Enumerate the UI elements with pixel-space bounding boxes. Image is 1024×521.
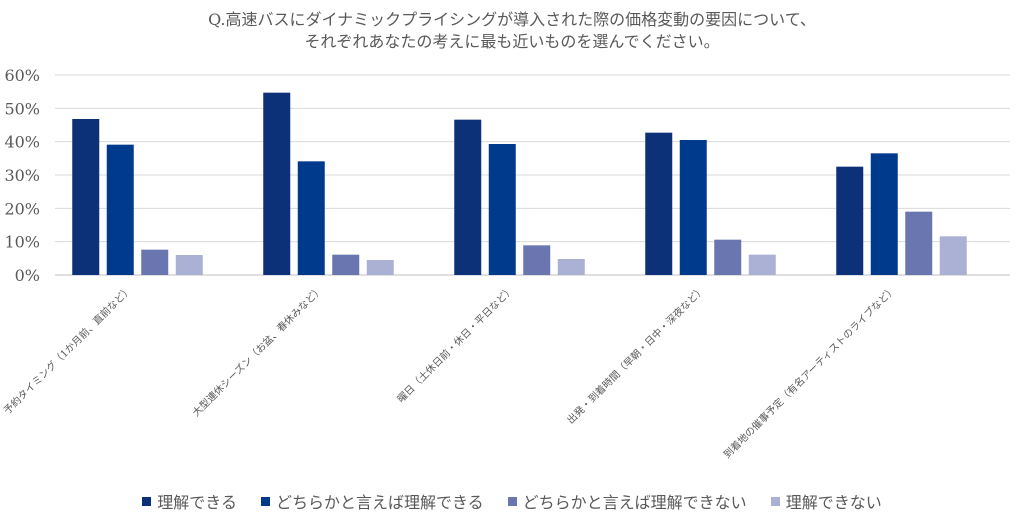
legend-item: 理解できる — [142, 489, 237, 513]
chart-title: Q.高速バスにダイナミックプライシングが導入された際の価格変動の要因について、 … — [0, 9, 1024, 53]
bar — [557, 259, 585, 275]
y-tick-label: 20% — [4, 199, 40, 218]
bar — [366, 260, 394, 275]
bar — [870, 153, 898, 275]
x-tick-label: 予約タイミング（1か月前、直前など） — [1, 283, 135, 417]
chart-title-line-2: それぞれあなたの考えに最も近いものを選んでください。 — [304, 32, 720, 51]
bar — [714, 239, 742, 275]
y-tick-label: 50% — [4, 99, 40, 118]
bar — [106, 144, 134, 275]
legend-label: 理解できない — [785, 493, 882, 512]
x-tick-label: 出発・到着時間（早朝・日中・深夜など） — [564, 283, 708, 427]
legend-swatch — [142, 496, 152, 506]
bar — [523, 245, 551, 275]
legend-item: どちらかと言えば理解できる — [260, 489, 484, 513]
y-tick-label: 0% — [15, 266, 40, 285]
y-tick-label: 40% — [4, 133, 40, 152]
bar — [645, 132, 673, 275]
bar — [454, 119, 482, 276]
bar — [679, 140, 707, 275]
legend-swatch — [770, 496, 780, 506]
bar — [488, 144, 516, 275]
chart-title-line-1: Q.高速バスにダイナミックプライシングが導入された際の価格変動の要因について、 — [208, 10, 816, 29]
bar — [905, 211, 933, 275]
bar — [263, 92, 291, 276]
legend-item: 理解できない — [770, 489, 882, 513]
x-tick-label: 到着地の催事予定（有名アーティストのライブなど） — [721, 283, 899, 461]
legend-label: どちらかと言えば理解できない — [522, 493, 747, 512]
y-tick-label: 30% — [4, 166, 40, 185]
legend-swatch — [260, 496, 270, 506]
bar — [297, 161, 325, 275]
y-tick-label: 10% — [4, 233, 40, 252]
bar — [72, 119, 100, 275]
chart-legend: 理解できる どちらかと言えば理解できる どちらかと言えば理解できない 理解できない — [0, 489, 1024, 513]
x-tick-label: 大型連休シーズン（お盆、春休みなど） — [190, 283, 326, 419]
legend-item: どちらかと言えば理解できない — [507, 489, 747, 513]
bar — [748, 254, 776, 275]
bar — [175, 255, 203, 275]
legend-swatch — [507, 496, 517, 506]
legend-label: 理解できる — [157, 493, 237, 512]
bar — [836, 166, 864, 275]
bar — [939, 236, 967, 275]
x-tick-label: 曜日（土休日前・休日・平日など） — [394, 283, 516, 405]
bar — [141, 249, 169, 275]
legend-label: どちらかと言えば理解できる — [275, 493, 484, 512]
y-tick-label: 60% — [4, 66, 40, 85]
bar — [332, 254, 360, 275]
